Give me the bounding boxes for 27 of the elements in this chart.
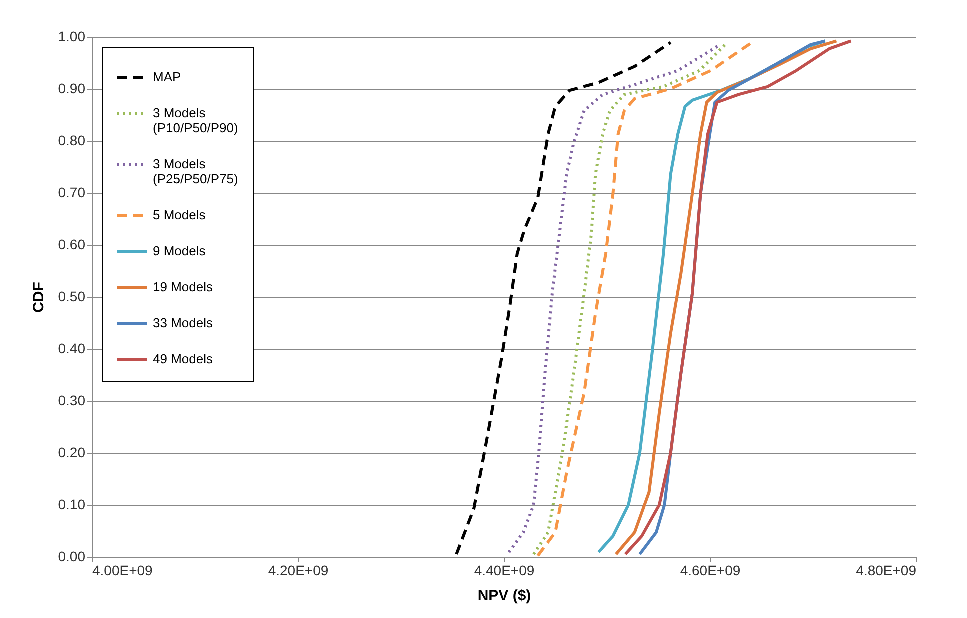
legend-label: 33 Models xyxy=(153,316,214,330)
y-tick-label: 0.40 xyxy=(58,340,86,356)
y-tick-label: 0.60 xyxy=(58,236,86,252)
line-series xyxy=(455,41,672,556)
legend-label: MAP xyxy=(153,70,182,84)
legend-label: 19 Models xyxy=(153,280,214,294)
x-tick-label: 4.20E+09 xyxy=(268,562,329,578)
legend-label: 49 Models xyxy=(153,352,214,366)
legend-label: 5 Models xyxy=(153,208,206,222)
legend-label: 3 Models (P25/P50/P75) xyxy=(153,156,238,186)
x-tick-label: 4.60E+09 xyxy=(680,562,741,578)
y-tick-label: 0.80 xyxy=(58,132,86,148)
x-tick-label: 4.40E+09 xyxy=(474,562,535,578)
x-tick-label: 4.00E+09 xyxy=(92,562,154,578)
y-axis-title: CDF xyxy=(30,282,48,313)
y-tick-label: 0.50 xyxy=(58,288,86,304)
legend-label: 3 Models (P10/P50/P90) xyxy=(153,106,238,136)
y-tick-label: 1.00 xyxy=(58,28,86,44)
y-tick-label: 0.90 xyxy=(58,80,86,96)
y-tick-label: 0.10 xyxy=(58,496,86,512)
x-axis-title: NPV ($) xyxy=(478,588,532,604)
legend-label: 9 Models xyxy=(153,244,206,258)
y-tick-label: 0.20 xyxy=(58,444,86,460)
y-tick-label: 0.70 xyxy=(58,184,86,200)
y-tick-label: 0.00 xyxy=(58,548,86,564)
y-tick-label: 0.30 xyxy=(58,392,86,408)
x-tick-label: 4.80E+09 xyxy=(856,562,917,578)
